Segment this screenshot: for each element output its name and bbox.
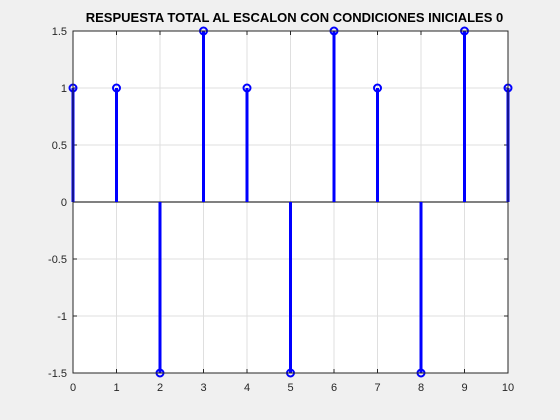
y-tick-labels: -1.5 -1 -0.5 0 0.5 1 1.5 xyxy=(48,26,67,380)
x-tick-labels: 0 1 2 3 4 5 6 7 8 9 10 xyxy=(70,382,514,394)
y-tick-label: -1 xyxy=(57,311,67,323)
x-tick-label: 7 xyxy=(374,382,380,394)
x-tick-label: 10 xyxy=(502,382,514,394)
y-tick-label: 0.5 xyxy=(52,140,67,152)
x-tick-label: 2 xyxy=(157,382,163,394)
y-tick-label: 0 xyxy=(61,197,67,209)
x-tick-label: 4 xyxy=(244,382,250,394)
y-tick-label: 1.5 xyxy=(52,26,67,38)
x-tick-label: 1 xyxy=(113,382,119,394)
chart-title: RESPUESTA TOTAL AL ESCALON CON CONDICION… xyxy=(86,10,504,25)
y-tick-label: 1 xyxy=(61,83,67,95)
x-tick-label: 8 xyxy=(418,382,424,394)
x-tick-label: 6 xyxy=(331,382,337,394)
x-tick-label: 9 xyxy=(461,382,467,394)
x-tick-label: 5 xyxy=(287,382,293,394)
y-tick-label: -0.5 xyxy=(48,254,67,266)
x-tick-label: 3 xyxy=(200,382,206,394)
y-tick-label: -1.5 xyxy=(48,368,67,380)
x-tick-label: 0 xyxy=(70,382,76,394)
